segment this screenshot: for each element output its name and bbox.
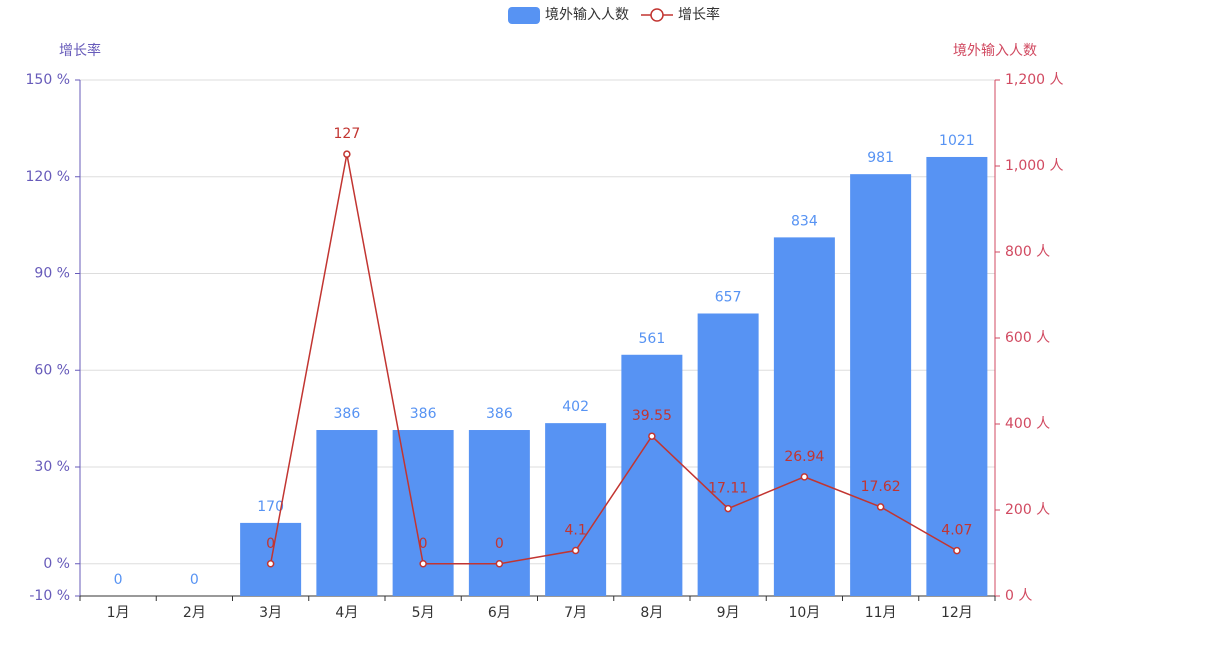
bar-label: 1021 xyxy=(939,133,975,149)
bar xyxy=(468,430,530,596)
bar xyxy=(850,174,912,597)
bar-label: 834 xyxy=(791,213,818,229)
y2-tick-label: 0 人 xyxy=(1005,588,1032,604)
bar xyxy=(392,430,454,596)
line-label: 4.07 xyxy=(941,523,972,539)
y2-tick-label: 400 人 xyxy=(1005,416,1050,432)
x-tick-label: 4月 xyxy=(335,605,358,621)
y2-tick-label: 600 人 xyxy=(1005,330,1050,346)
bar-label: 386 xyxy=(410,406,437,422)
y2-axis-title: 境外输入人数 xyxy=(953,43,1037,59)
bar-label: 386 xyxy=(486,406,513,422)
bar xyxy=(316,430,378,596)
bar xyxy=(926,156,988,596)
line-point xyxy=(724,504,732,513)
line xyxy=(269,154,958,565)
bar-label: 0 xyxy=(114,572,123,588)
bar xyxy=(773,237,835,596)
legend-swatch xyxy=(650,8,664,22)
y-tick-label: 60 % xyxy=(34,362,70,378)
y-tick-label: 90 % xyxy=(34,266,70,282)
bar-label: 386 xyxy=(334,406,361,422)
legend-label: 境外输入人数 xyxy=(545,7,629,23)
x-tick-label: 1月 xyxy=(107,605,130,621)
y2-tick-label: 800 人 xyxy=(1005,244,1050,260)
x-tick-label: 9月 xyxy=(717,605,740,621)
x-tick-label: 3月 xyxy=(259,605,282,621)
line-point xyxy=(571,546,580,555)
y-tick-label: -10 % xyxy=(29,588,70,604)
x-tick-label: 10月 xyxy=(788,605,820,621)
x-tick-label: 7月 xyxy=(564,605,587,621)
line-point xyxy=(266,560,275,568)
bar-label: 657 xyxy=(715,289,742,305)
y2-tick-label: 1,000 人 xyxy=(1005,158,1064,174)
bar-label: 561 xyxy=(639,331,666,347)
line-label: 0 xyxy=(266,536,275,552)
y2-tick-label: 200 人 xyxy=(1005,502,1050,518)
bar-label: 402 xyxy=(562,399,589,415)
y-tick-label: 30 % xyxy=(34,459,70,475)
y-tick-label: 150 % xyxy=(26,72,70,88)
line-point xyxy=(343,150,351,158)
y-tick-label: 0 % xyxy=(43,556,70,572)
bar xyxy=(697,313,759,596)
legend-label: 增长率 xyxy=(678,6,720,23)
line-label: 0 xyxy=(419,536,428,552)
line-point xyxy=(419,560,427,568)
line-label: 17.62 xyxy=(861,479,901,495)
x-tick-label: 12月 xyxy=(941,605,973,621)
line-point xyxy=(876,503,885,511)
line-label: 0 xyxy=(495,536,504,552)
y-axis-title: 增长率 xyxy=(59,42,101,59)
x-tick-label: 2月 xyxy=(183,605,206,621)
y-tick-label: 120 % xyxy=(26,169,70,185)
bar-label: 981 xyxy=(867,150,894,166)
bar xyxy=(621,354,683,596)
legend-swatch xyxy=(508,7,540,24)
bar-label: 170 xyxy=(257,499,284,515)
line-label: 17.11 xyxy=(708,481,748,497)
line-label: 4.1 xyxy=(564,523,586,539)
x-tick-label: 8月 xyxy=(640,605,663,621)
y2-tick-label: 1,200 人 xyxy=(1005,72,1064,88)
x-tick-label: 5月 xyxy=(412,605,435,621)
line-point xyxy=(495,560,504,568)
line-label: 127 xyxy=(334,126,361,142)
bar xyxy=(240,522,302,596)
line-label: 39.55 xyxy=(632,408,672,424)
bar-label: 0 xyxy=(190,572,199,588)
line-point xyxy=(648,432,656,440)
x-tick-label: 6月 xyxy=(488,605,511,621)
x-tick-label: 11月 xyxy=(865,605,897,621)
line-point xyxy=(953,546,961,555)
line-label: 26.94 xyxy=(784,449,824,465)
bar xyxy=(545,423,607,596)
line-point xyxy=(800,473,809,481)
